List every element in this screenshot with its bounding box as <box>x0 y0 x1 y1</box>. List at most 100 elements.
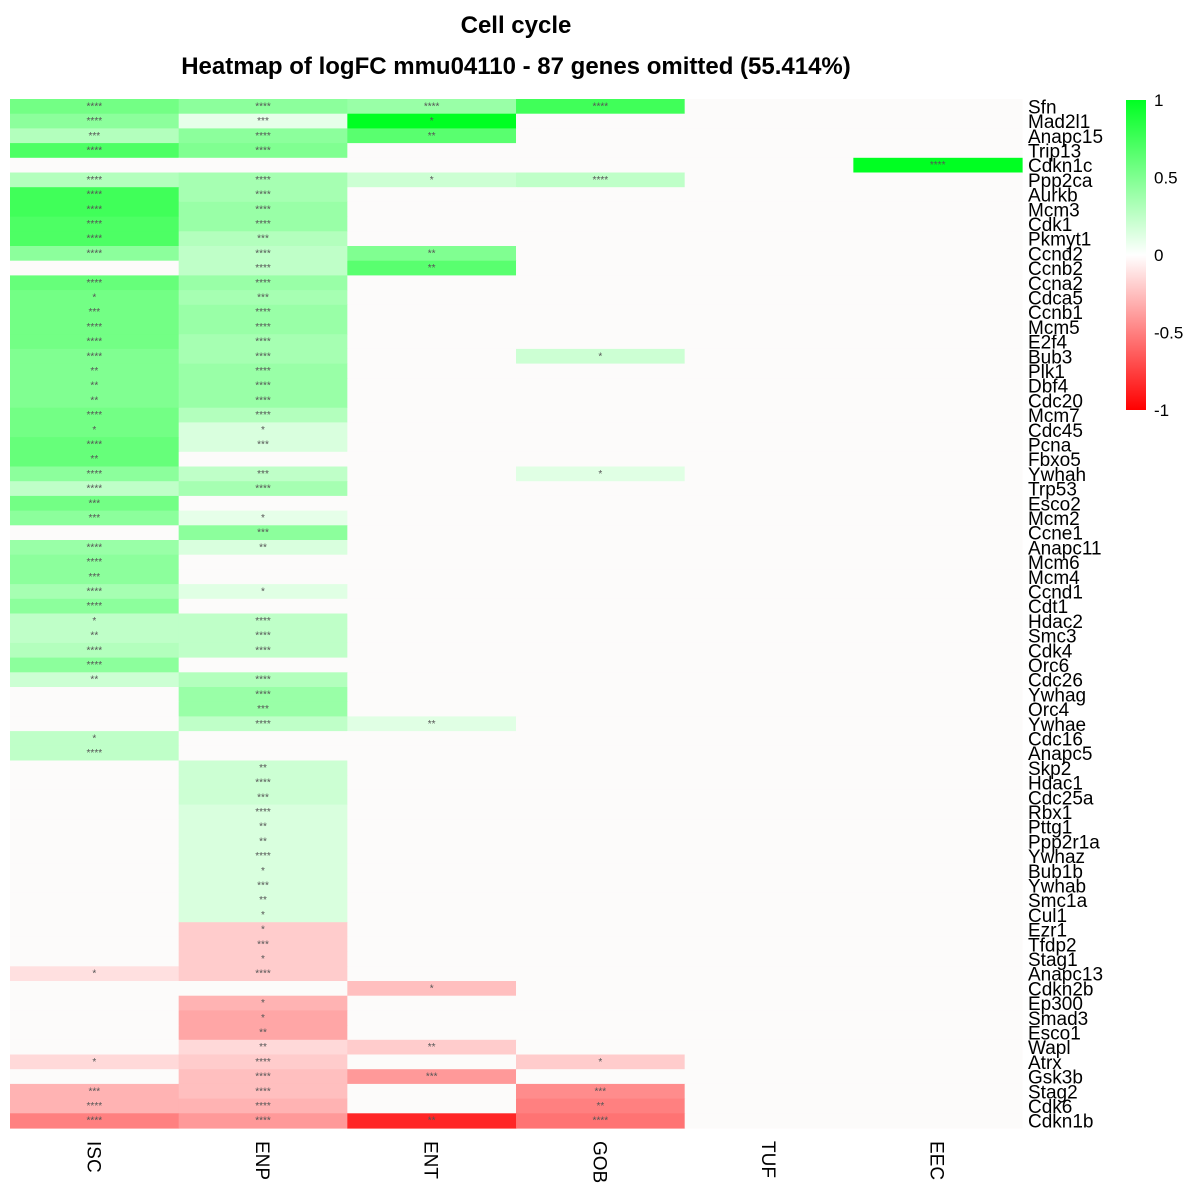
heatmap-cell <box>10 922 180 938</box>
heatmap-cell <box>10 775 180 791</box>
heatmap-cell <box>347 334 517 350</box>
heatmap-cell <box>10 1039 180 1056</box>
heatmap-cell <box>516 657 686 673</box>
row-label: Ezr1 <box>1028 921 1067 942</box>
heatmap-cell <box>10 348 180 365</box>
heatmap-cell <box>10 525 180 541</box>
heatmap-cell <box>178 819 348 835</box>
significance-mark: *** <box>595 1086 607 1097</box>
heatmap-cell <box>684 187 854 203</box>
heatmap-cell <box>347 892 517 909</box>
heatmap-cell <box>178 672 348 688</box>
heatmap-cell <box>684 951 854 967</box>
heatmap-cell <box>10 246 180 262</box>
significance-mark: **** <box>255 351 271 362</box>
heatmap-cell <box>516 951 686 967</box>
heatmap-cell <box>516 172 686 188</box>
significance-mark: * <box>261 586 265 597</box>
significance-mark: ** <box>259 763 267 774</box>
heatmap-cell <box>10 422 180 438</box>
significance-mark: **** <box>255 689 271 700</box>
heatmap-cell <box>684 922 854 938</box>
row-label: Wapl <box>1028 1038 1071 1059</box>
heatmap-cell <box>684 113 854 129</box>
significance-mark: **** <box>87 410 103 421</box>
significance-mark: * <box>92 1057 96 1068</box>
heatmap-cell <box>853 981 1023 997</box>
heatmap-cell <box>347 951 517 967</box>
significance-mark: ** <box>428 263 436 274</box>
significance-mark: **** <box>87 601 103 612</box>
heatmap-cell <box>853 99 1023 115</box>
heatmap-cell <box>347 716 517 732</box>
heatmap-cell <box>684 437 854 453</box>
row-label: Cdkn1c <box>1028 156 1092 177</box>
heatmap-cell <box>10 304 180 321</box>
heatmap-cell <box>516 775 686 791</box>
heatmap-cell <box>853 466 1023 482</box>
heatmap-cell <box>10 834 180 850</box>
significance-marks: **** **** **** ******** *** **** **** ****** ***… <box>87 101 946 1126</box>
heatmap-cell <box>10 157 180 174</box>
heatmap-cell <box>853 216 1023 232</box>
heatmap-cell <box>347 231 517 247</box>
significance-mark: **** <box>255 631 271 642</box>
heatmap-cell <box>853 510 1023 526</box>
heatmap-cell <box>178 437 348 453</box>
row-label: Atrx <box>1028 1053 1062 1074</box>
row-label: Smc3 <box>1028 627 1077 648</box>
heatmap-cell <box>853 760 1023 776</box>
heatmap-cell <box>178 687 348 703</box>
heatmap-cell <box>10 290 180 306</box>
significance-mark: * <box>261 910 265 921</box>
heatmap-cell <box>516 1054 686 1070</box>
significance-mark: **** <box>87 542 103 553</box>
heatmap-cell <box>178 804 348 820</box>
heatmap-cell <box>347 201 517 218</box>
heatmap-cell <box>684 201 854 218</box>
significance-mark: **** <box>87 351 103 362</box>
heatmap-cell <box>853 1039 1023 1056</box>
heatmap-cell <box>684 290 854 306</box>
heatmap-cell <box>178 1098 348 1114</box>
significance-mark: **** <box>87 278 103 289</box>
heatmap-cell <box>10 892 180 909</box>
heatmap-cell <box>10 936 180 953</box>
heatmap-cell <box>178 716 348 732</box>
heatmap-cell <box>178 363 348 379</box>
heatmap-cell <box>347 584 517 600</box>
heatmap-cell <box>347 451 517 468</box>
significance-mark: **** <box>87 469 103 480</box>
heatmap-cell <box>853 554 1023 570</box>
heatmap-cell <box>853 1069 1023 1085</box>
significance-mark: **** <box>255 175 271 186</box>
heatmap-cell <box>178 598 348 615</box>
heatmap-cell <box>684 1054 854 1070</box>
row-label: Ywhah <box>1028 465 1086 486</box>
significance-mark: **** <box>255 204 271 215</box>
row-label: Mcm6 <box>1028 553 1080 574</box>
heatmap-cell <box>10 260 180 276</box>
heatmap-cell <box>684 128 854 144</box>
significance-mark: ** <box>428 131 436 142</box>
heatmap-cell <box>853 290 1023 306</box>
significance-mark: **** <box>255 395 271 406</box>
heatmap-cell <box>178 290 348 306</box>
significance-mark: **** <box>87 439 103 450</box>
heatmap-cell <box>516 745 686 762</box>
heatmap-cell <box>853 642 1023 659</box>
heatmap-cell <box>516 834 686 850</box>
significance-mark: **** <box>255 263 271 274</box>
heatmap-cell <box>10 363 180 379</box>
heatmap-cell <box>10 1083 180 1100</box>
heatmap-cell <box>178 348 348 365</box>
heatmap-cell <box>684 172 854 188</box>
heatmap-cell <box>853 451 1023 468</box>
heatmap-cell <box>516 1039 686 1056</box>
heatmap-cell <box>347 863 517 879</box>
heatmap-cell <box>10 407 180 423</box>
heatmap-cell <box>684 495 854 512</box>
significance-mark: **** <box>87 748 103 759</box>
heatmap-cell <box>178 540 348 556</box>
heatmap-cell <box>853 687 1023 703</box>
